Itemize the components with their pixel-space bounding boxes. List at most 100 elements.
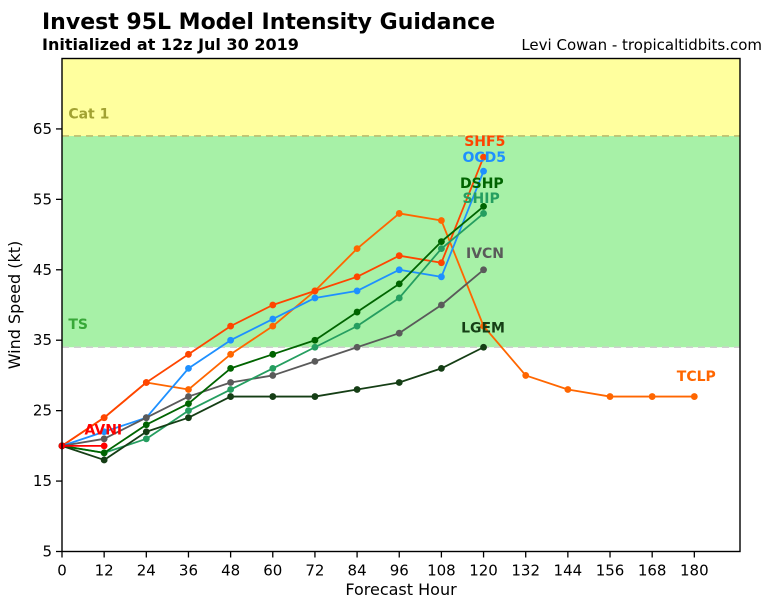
annotation-cat-1: Cat 1: [68, 106, 109, 122]
series-avni: AVNI: [58, 423, 122, 450]
x-tick-label-144: 144: [554, 562, 583, 580]
data-point-ivcn-48h: [227, 379, 235, 386]
x-axis: 0 12 24 36 48 60 72 84 96 108 120 132 144 156 168 180 Fo…: [57, 551, 709, 599]
data-point-dshp-60h: [269, 350, 277, 358]
x-tick-label-168: 168: [638, 562, 667, 580]
data-point-lgem-60h: [269, 393, 277, 400]
x-axis-label: Forecast Hour: [345, 580, 457, 599]
data-point-lgem-12h: [100, 456, 108, 464]
data-point-ocd5-48h: [227, 336, 235, 344]
data-point-lgem-120h: [480, 343, 487, 351]
annotation-ts: TS: [68, 317, 88, 333]
x-tick-label-84: 84: [348, 562, 367, 580]
data-point-ship-96h: [395, 294, 403, 302]
data-point-ivcn-96h: [395, 329, 403, 337]
data-point-ocd5-108h: [437, 273, 445, 281]
series-label-avni: AVNI: [84, 423, 122, 439]
data-point-ship-36h: [185, 407, 192, 415]
data-point-lgem-96h: [395, 379, 403, 386]
series-ship: SHIP: [58, 191, 500, 457]
data-point-ivcn-24h: [142, 414, 150, 422]
x-tick-label-48: 48: [221, 562, 240, 580]
data-point-lgem-72h: [311, 393, 319, 400]
data-point-ivcn-36h: [185, 393, 192, 400]
data-point-lgem-108h: [437, 364, 445, 372]
data-point-ivcn-84h: [353, 343, 361, 351]
data-point-dshp-72h: [311, 336, 319, 344]
series-label-ocd5: OCD5: [462, 150, 506, 166]
series-label-lgem: LGEM: [461, 320, 505, 336]
series-dshp: DSHP: [58, 176, 504, 457]
hurricane-cat1-band: [62, 58, 740, 136]
data-point-avni-12h: [100, 442, 108, 450]
data-point-ocd5-36h: [185, 364, 192, 372]
data-point-tclp-120h: [480, 322, 487, 330]
data-point-ship-48h: [227, 386, 235, 393]
data-point-lgem-84h: [353, 386, 361, 393]
data-point-dshp-36h: [185, 400, 192, 407]
x-tick-label-156: 156: [596, 562, 625, 580]
threshold-lines: [62, 135, 740, 349]
x-tick-label-36: 36: [179, 562, 198, 580]
y-tick-label-15: 15: [33, 472, 52, 490]
data-point-lgem-24h: [142, 428, 150, 436]
series-line-tclp: [61, 212, 695, 447]
series-line-lgem: [61, 346, 484, 461]
data-point-dshp-96h: [395, 280, 403, 288]
data-point-dshp-84h: [353, 308, 361, 316]
data-point-ocd5-84h: [353, 287, 361, 295]
y-tick-label-35: 35: [33, 331, 52, 349]
y-tick-label-45: 45: [33, 261, 52, 279]
data-point-ship-108h: [437, 245, 445, 253]
page-title: Invest 95L Model Intensity Guidance: [42, 10, 495, 35]
y-tick-label-25: 25: [33, 402, 52, 420]
series-ivcn: IVCN: [58, 246, 504, 450]
data-point-ocd5-96h: [395, 266, 403, 274]
data-point-tclp-132h: [522, 372, 530, 379]
x-tick-label-180: 180: [680, 562, 709, 580]
data-point-tclp-168h: [648, 393, 656, 400]
data-point-shf5-60h: [269, 301, 277, 309]
data-point-ocd5-72h: [311, 294, 319, 302]
series-label-shf5: SHF5: [464, 134, 505, 150]
data-point-shf5-108h: [437, 259, 445, 267]
x-tick-label-60: 60: [263, 562, 282, 580]
threat-bands: [62, 58, 740, 348]
data-point-tclp-156h: [606, 393, 614, 400]
data-point-ship-60h: [269, 364, 277, 372]
data-point-ivcn-60h: [269, 372, 277, 379]
series-shf5: SHF5: [58, 134, 505, 450]
data-point-ocd5-120h: [480, 167, 487, 175]
data-point-shf5-120h: [480, 153, 487, 161]
plot-frame: [61, 57, 741, 553]
y-tick-label-55: 55: [33, 190, 52, 208]
y-axis-label: Wind Speed (kt): [5, 241, 24, 370]
y-axis: 5 15 25 35 45 55 65 Wind Speed (kt): [5, 120, 62, 561]
data-point-tclp-36h: [185, 386, 192, 393]
x-tick-label-132: 132: [511, 562, 540, 580]
data-point-dshp-108h: [437, 238, 445, 246]
data-point-ship-24h: [142, 435, 150, 443]
series-label-ship: SHIP: [462, 191, 499, 207]
y-tick-label-5: 5: [42, 543, 52, 561]
data-point-shf5-96h: [395, 252, 403, 260]
data-point-tclp-180h: [690, 393, 698, 400]
data-point-tclp-48h: [227, 350, 235, 358]
data-point-shf5-12h: [100, 414, 108, 422]
band-annotations: Cat 1 TS: [68, 106, 109, 333]
data-point-ivcn-120h: [480, 266, 487, 274]
data-point-tclp-108h: [437, 217, 445, 224]
series-label-dshp: DSHP: [460, 176, 504, 192]
data-point-shf5-24h: [142, 379, 150, 386]
data-point-dshp-120h: [480, 203, 487, 210]
data-point-ship-72h: [311, 343, 319, 351]
y-tick-label-65: 65: [33, 120, 52, 138]
data-point-dshp-48h: [227, 364, 235, 372]
data-point-ocd5-60h: [269, 315, 277, 323]
tropical-storm-band: [62, 135, 740, 348]
data-point-shf5-72h: [311, 287, 319, 295]
chart-subtitle: Initialized at 12z Jul 30 2019: [42, 35, 299, 54]
data-point-lgem-48h: [227, 393, 235, 400]
data-point-ivcn-12h: [100, 435, 108, 443]
